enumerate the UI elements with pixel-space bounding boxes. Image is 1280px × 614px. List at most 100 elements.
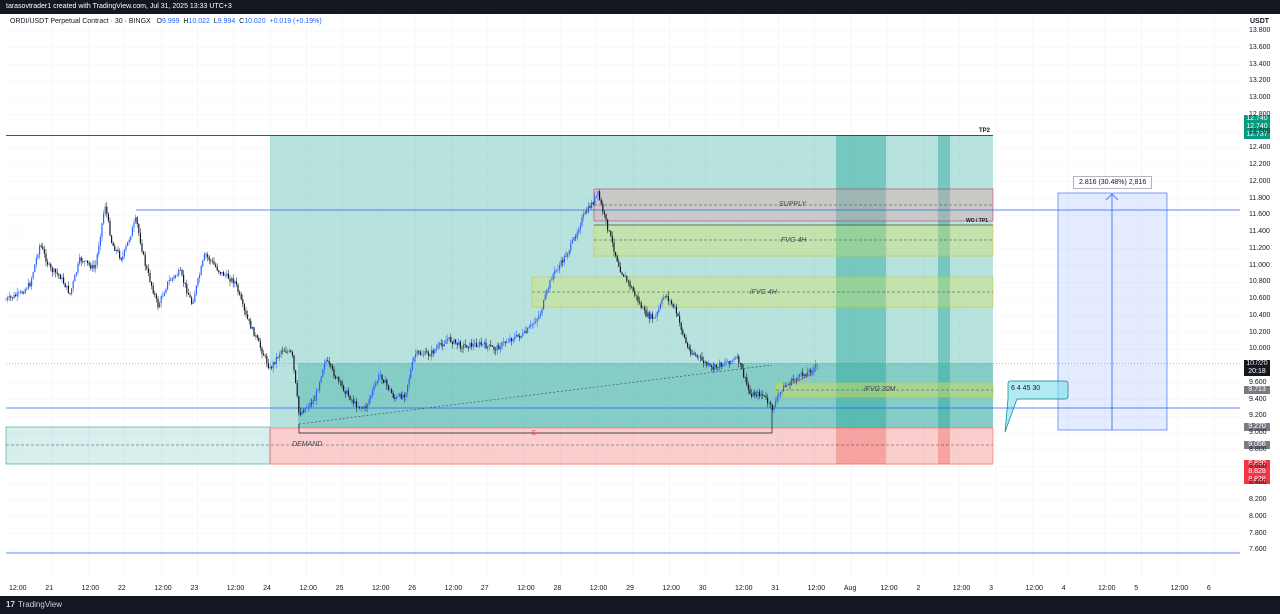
candle-body	[789, 383, 791, 385]
candle-body	[275, 357, 277, 364]
candle-body	[666, 296, 668, 297]
candle-body	[304, 408, 306, 413]
candle-body	[211, 260, 213, 262]
candle-body	[499, 347, 501, 350]
long-position-stop-zone[interactable]	[270, 428, 993, 465]
fvg-4h-zone[interactable]	[593, 224, 994, 257]
candle-body	[525, 331, 527, 333]
candle-body	[328, 360, 330, 364]
candle-body	[250, 320, 252, 329]
time-tick-label: 30	[698, 585, 707, 592]
candle-body	[703, 360, 705, 364]
candle-body	[133, 222, 135, 228]
candle-body	[173, 275, 175, 279]
candle-body	[317, 389, 319, 391]
time-tick-label: 2	[916, 585, 921, 592]
candle-body	[549, 280, 551, 289]
candle-body	[527, 328, 529, 333]
measure-arrow-head	[1105, 193, 1119, 201]
grid	[6, 14, 1240, 580]
candle-body	[13, 294, 15, 299]
time-tick-label: 5	[1134, 585, 1139, 592]
candle-body	[423, 354, 425, 356]
candle-body	[131, 227, 133, 237]
candle-body	[746, 377, 748, 385]
open-label: O	[156, 18, 162, 25]
candle-body	[632, 287, 634, 292]
candle-body	[511, 338, 513, 341]
candle-body	[565, 256, 567, 257]
grey-price-tag-2: 9.270	[1244, 423, 1270, 431]
price-tick-label: 8.200	[1249, 496, 1267, 503]
chart-canvas[interactable]	[0, 14, 1280, 596]
trend-line[interactable]	[298, 364, 773, 425]
candle-body	[112, 242, 114, 246]
time-tick-label: 26	[408, 585, 417, 592]
symbol-title[interactable]: ORDI/USDT Perpetual Contract · 30 · BING…	[10, 18, 151, 25]
candle-body	[554, 270, 556, 275]
candle-body	[693, 353, 695, 355]
candle-body	[771, 404, 773, 410]
callout-bubble[interactable]	[1004, 380, 1069, 433]
candle-body	[613, 242, 615, 252]
candle-body	[80, 257, 82, 262]
candle-body	[103, 213, 105, 224]
measure-box[interactable]	[1057, 192, 1168, 431]
candle-body	[744, 376, 746, 378]
demand-red-zone[interactable]	[269, 427, 994, 465]
price-tick-label: 8.600	[1249, 462, 1267, 470]
candle-body	[699, 356, 701, 358]
candle-body	[314, 400, 316, 401]
candle-body	[179, 270, 181, 271]
candle-body	[16, 292, 18, 297]
candle-body	[411, 362, 413, 370]
price-tick-label: 12.800	[1249, 110, 1271, 118]
supply-label: SUPPLY	[779, 201, 806, 208]
candle-body	[583, 214, 585, 218]
candle-body	[725, 361, 727, 364]
chart-pane[interactable]: ORDI/USDT Perpetual Contract · 30 · BING…	[0, 14, 1280, 596]
tp-price-tag-1: 12.740	[1244, 115, 1270, 123]
candle-body	[701, 357, 703, 361]
time-tick-label: 12:00	[154, 585, 172, 592]
candle-body	[506, 342, 508, 343]
entry-range-box[interactable]	[298, 363, 993, 428]
candle-body	[437, 345, 439, 349]
symbol-legend[interactable]: ORDI/USDT Perpetual Contract · 30 · BING…	[10, 18, 322, 25]
open-value: 9.999	[162, 18, 180, 25]
candle-body	[488, 344, 490, 347]
candle-body	[59, 274, 61, 280]
candle-body	[357, 406, 359, 408]
time-tick-label: 23	[190, 585, 199, 592]
time-tick-label: 12:00	[81, 585, 100, 592]
candle-body	[387, 385, 389, 390]
candle-body	[587, 206, 589, 213]
price-tick-label: 10.400	[1249, 311, 1271, 319]
candle-body	[147, 268, 149, 273]
candle-body	[597, 191, 599, 196]
candle-body	[392, 393, 394, 398]
candle-body	[303, 411, 305, 413]
candle-body	[579, 225, 581, 230]
candle-body	[765, 396, 767, 399]
candle-body	[146, 265, 148, 269]
candle-body	[144, 254, 146, 266]
time-tick-label: 12:00	[589, 585, 608, 592]
candle-body	[162, 296, 164, 297]
callout-text[interactable]: 6 4 45 30	[1011, 385, 1041, 392]
candle-body	[338, 377, 340, 382]
candle-body	[451, 342, 453, 344]
candle-body	[74, 275, 76, 282]
demand-zone[interactable]	[5, 426, 271, 465]
candle-body	[599, 191, 601, 200]
candle-body	[237, 284, 239, 293]
candle-body	[130, 236, 132, 240]
candle-body	[610, 231, 612, 237]
candle-body	[239, 292, 241, 295]
long-position-profit-zone[interactable]	[270, 135, 993, 429]
candle-body	[149, 272, 151, 282]
candle-body	[416, 351, 418, 355]
candle-body	[213, 261, 215, 265]
candle-body	[79, 257, 81, 264]
candle-body	[29, 283, 31, 287]
